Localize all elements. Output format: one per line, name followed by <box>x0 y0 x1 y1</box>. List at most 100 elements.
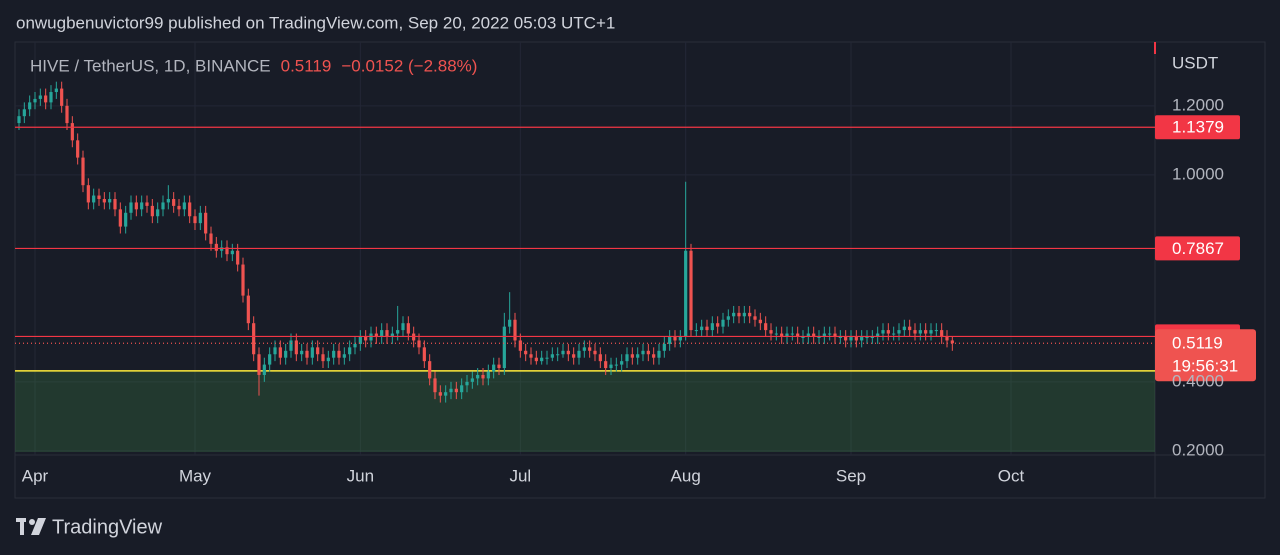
candle-body <box>684 250 688 337</box>
candle-body <box>636 354 640 358</box>
logo-part <box>31 518 46 535</box>
candle-body <box>678 337 682 341</box>
candle-body <box>156 209 160 217</box>
candle-body <box>262 364 266 375</box>
candle-body <box>902 326 906 331</box>
y-tick-label: 0.4000 <box>1172 371 1224 390</box>
brand-name: TradingView <box>52 516 163 538</box>
candle-body <box>278 347 282 358</box>
candle-body <box>204 212 208 234</box>
candle-body <box>438 392 442 396</box>
support-zone <box>15 370 1155 452</box>
candle-body <box>145 202 149 206</box>
candle-body <box>630 354 634 358</box>
candle-body <box>801 337 805 338</box>
candle-body <box>748 312 752 317</box>
candle-body <box>945 337 949 341</box>
candle-body <box>844 337 848 341</box>
candle-body <box>758 319 762 324</box>
candle-body <box>129 202 133 213</box>
candle-body <box>17 116 21 124</box>
candle-body <box>428 361 432 379</box>
candle-body <box>598 354 602 362</box>
candle-body <box>604 361 608 369</box>
candle-body <box>481 374 485 379</box>
candle-body <box>934 330 938 332</box>
candle-body <box>209 233 213 244</box>
candle-body <box>28 102 32 110</box>
candle-body <box>134 202 138 210</box>
candle-body <box>342 354 346 358</box>
candle-body <box>182 202 186 210</box>
candle-body <box>316 347 320 355</box>
candle-body <box>97 195 101 199</box>
candle-body <box>113 198 117 210</box>
candle-body <box>785 333 789 337</box>
level-label: 1.1379 <box>1172 118 1224 137</box>
candle-body <box>593 350 597 355</box>
candle-body <box>460 385 464 393</box>
candle-body <box>705 326 709 331</box>
candle-body <box>892 333 896 335</box>
candle-body <box>689 250 693 331</box>
candle-body <box>833 333 837 337</box>
candle-body <box>300 350 304 355</box>
candle-body <box>817 337 821 338</box>
candle-body <box>828 333 832 335</box>
candle-body <box>668 337 672 344</box>
candle-body <box>726 316 730 320</box>
candle-body <box>556 354 560 356</box>
candle-body <box>694 330 698 332</box>
candle-body <box>81 157 85 186</box>
candle-body <box>321 354 325 362</box>
candle-body <box>22 109 26 117</box>
candle-body <box>620 361 624 365</box>
candle-body <box>806 333 810 337</box>
candle-body <box>513 319 517 341</box>
candle-body <box>268 354 272 365</box>
candle-body <box>470 378 474 382</box>
candle-body <box>374 333 378 337</box>
y-tick-label: 1.0000 <box>1172 164 1224 183</box>
candle-body <box>49 92 53 103</box>
logo-part <box>20 518 24 535</box>
candle-body <box>273 347 277 355</box>
candle-body <box>652 354 656 358</box>
y-tick-label: 0.2000 <box>1172 440 1224 459</box>
candle-body <box>422 347 426 362</box>
candle-body <box>380 330 384 337</box>
candle-body <box>769 330 773 334</box>
candle-body <box>390 333 394 337</box>
candle-body <box>44 95 48 103</box>
candle-body <box>508 319 512 327</box>
candle-body <box>124 212 128 227</box>
candle-body <box>774 333 778 335</box>
candle-body <box>401 323 405 331</box>
candle-body <box>940 330 944 337</box>
candle-body <box>870 337 874 338</box>
candle-body <box>444 392 448 396</box>
candle-body <box>518 340 522 351</box>
level-tag <box>1155 236 1240 261</box>
candle-body <box>929 330 933 334</box>
price-unit: USDT <box>1172 53 1218 72</box>
support-fill <box>15 370 1155 452</box>
published-header: onwugbenuvictor99 published on TradingVi… <box>16 13 615 32</box>
candle-body <box>561 350 565 355</box>
candle-body <box>886 330 890 334</box>
candle-body <box>881 330 885 334</box>
candle-body <box>348 347 352 355</box>
candle-body <box>172 198 176 206</box>
candle-body <box>732 312 736 317</box>
candle-body <box>76 140 80 158</box>
candle-body <box>673 337 677 341</box>
candle-body <box>310 347 314 358</box>
candle-body <box>289 340 293 351</box>
candle-body <box>876 333 880 337</box>
logo-part <box>29 519 35 525</box>
candle-body <box>796 333 800 337</box>
level-tag <box>1155 115 1240 140</box>
candle-body <box>38 95 42 99</box>
candle-body <box>326 357 330 362</box>
